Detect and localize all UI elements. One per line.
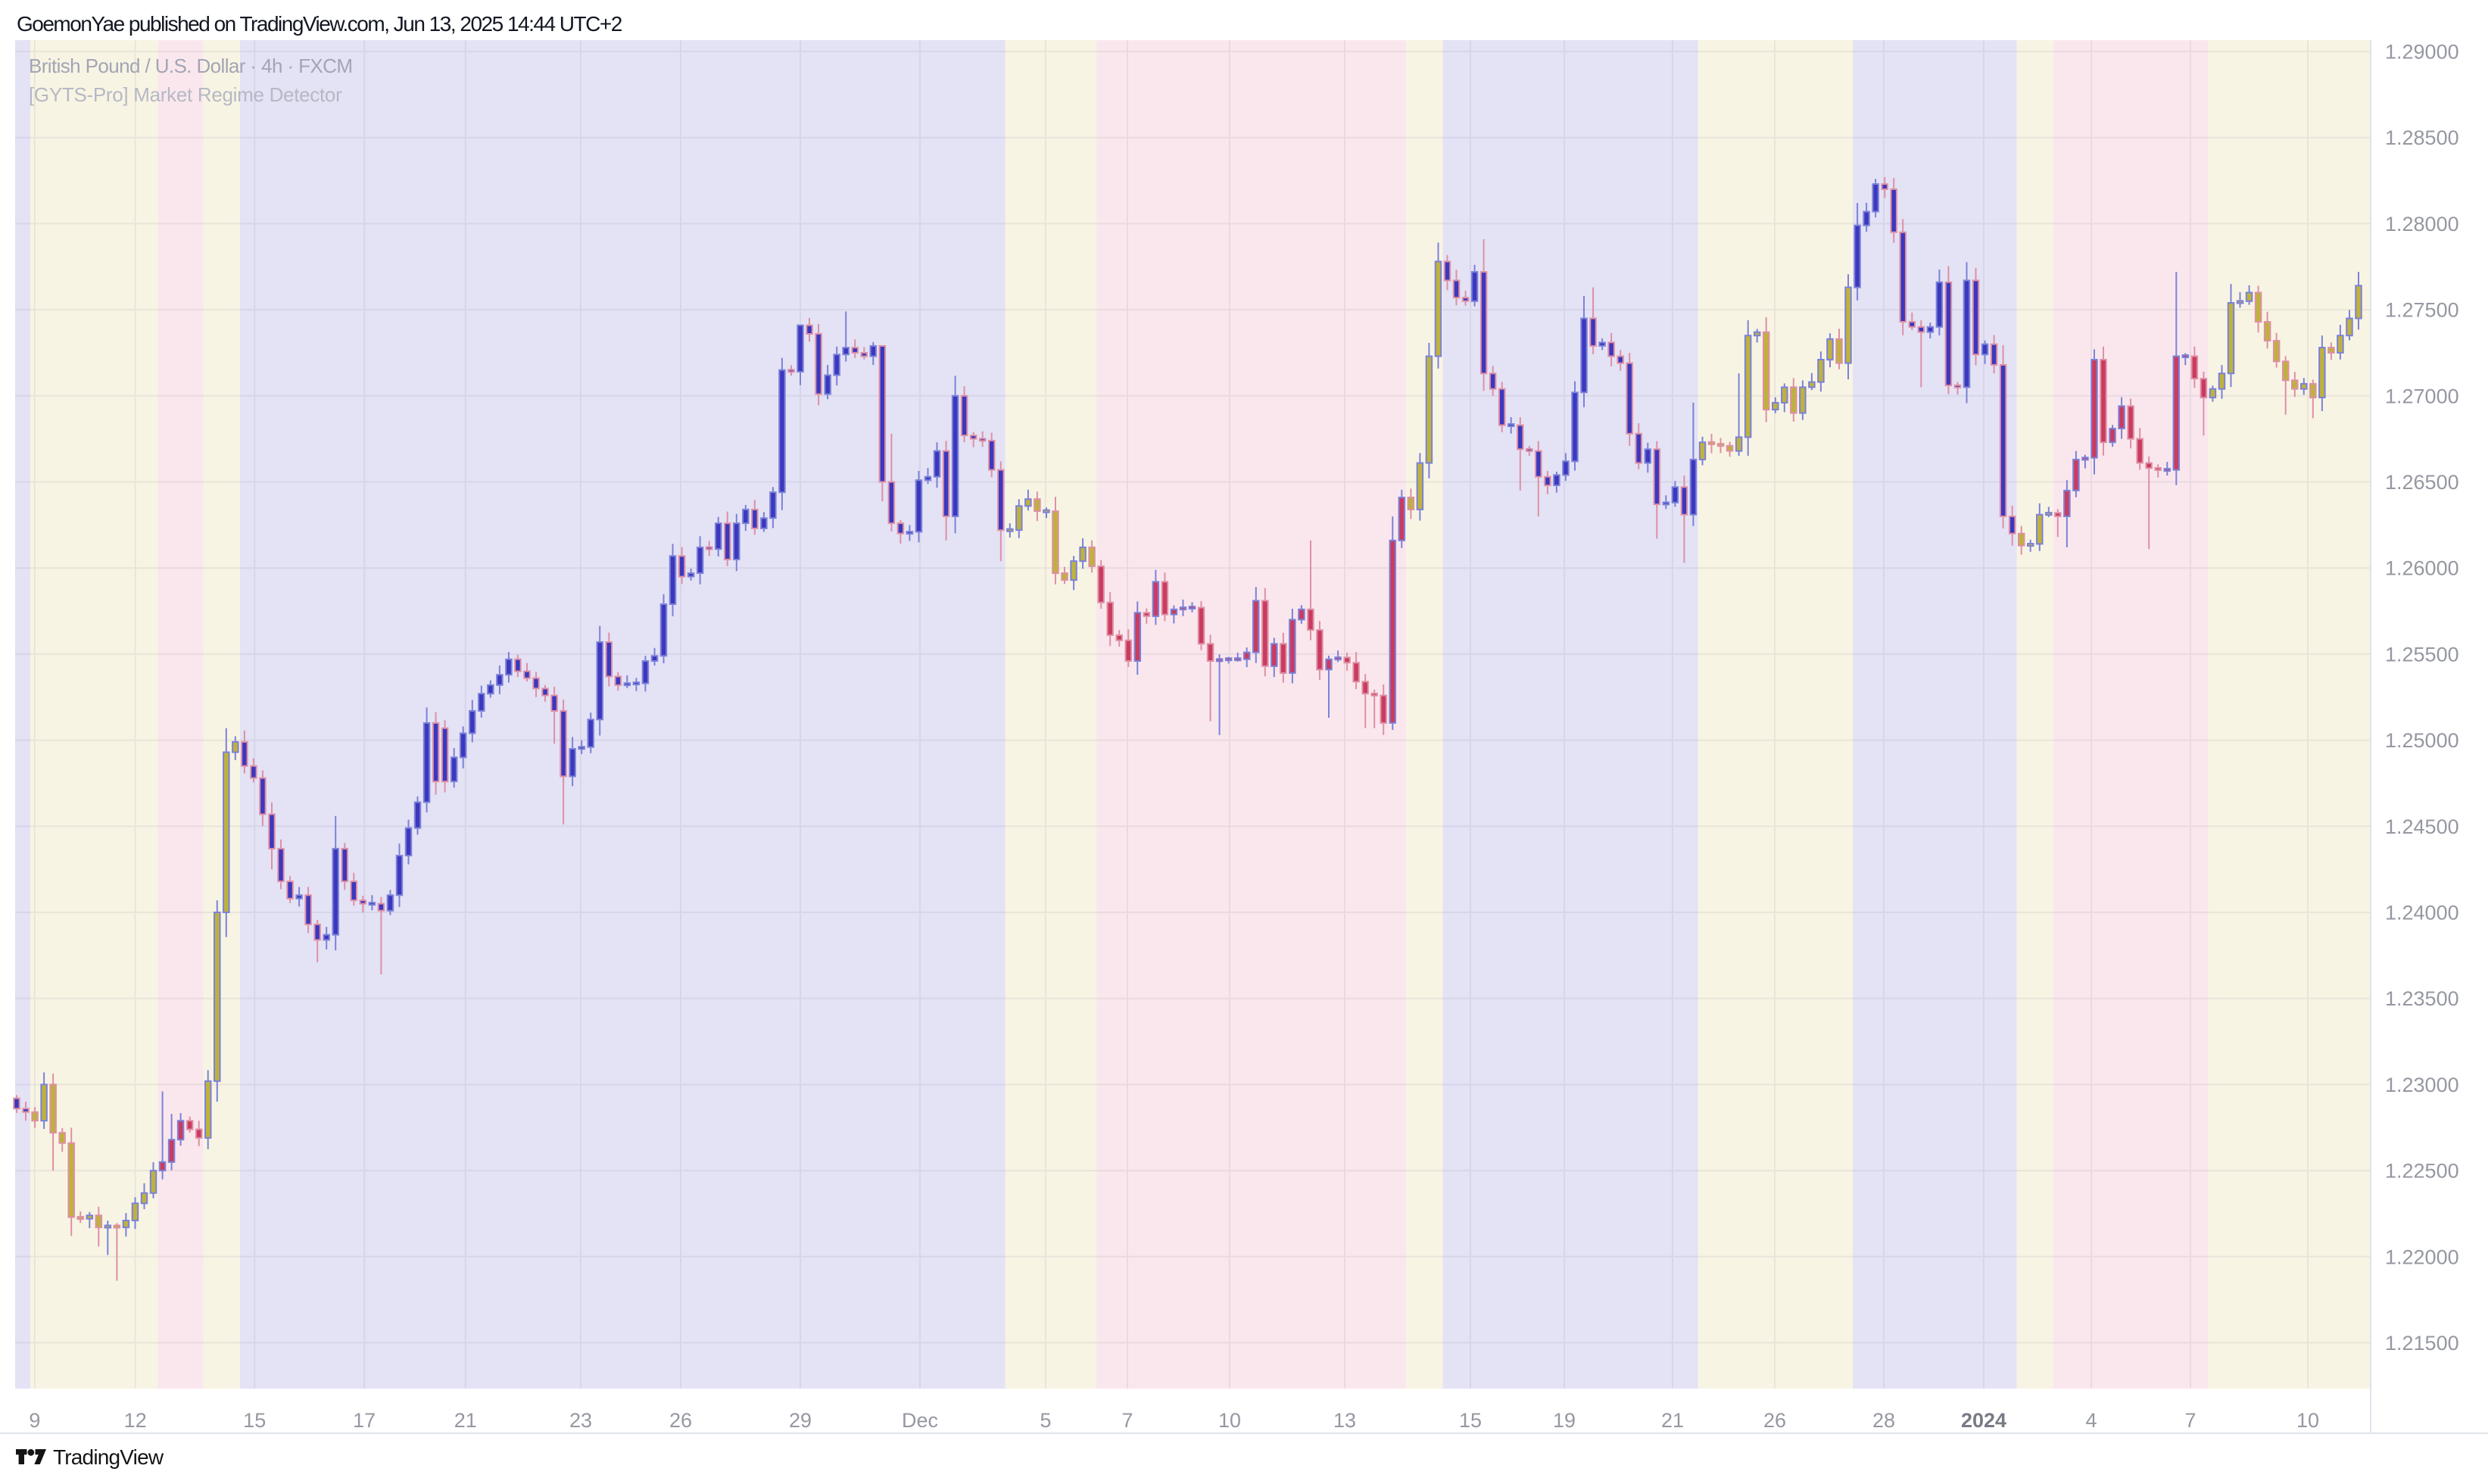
- svg-text:1.25500: 1.25500: [2385, 643, 2459, 666]
- svg-text:1.27000: 1.27000: [2385, 385, 2459, 407]
- svg-text:TradingView: TradingView: [53, 1445, 164, 1469]
- svg-text:15: 15: [1459, 1409, 1482, 1432]
- svg-text:21: 21: [1661, 1409, 1684, 1432]
- svg-text:1.26500: 1.26500: [2385, 471, 2459, 494]
- svg-text:1.21500: 1.21500: [2385, 1332, 2459, 1355]
- svg-text:9: 9: [29, 1409, 40, 1432]
- svg-text:4: 4: [2085, 1409, 2097, 1432]
- svg-text:1.28000: 1.28000: [2385, 213, 2459, 235]
- svg-text:26: 26: [669, 1409, 692, 1432]
- svg-text:1.22000: 1.22000: [2385, 1246, 2459, 1268]
- svg-text:10: 10: [1218, 1409, 1241, 1432]
- svg-text:1.24000: 1.24000: [2385, 902, 2459, 924]
- svg-text:12: 12: [124, 1409, 147, 1432]
- svg-text:1.25000: 1.25000: [2385, 729, 2459, 752]
- svg-text:5: 5: [1040, 1409, 1051, 1432]
- svg-text:1.24500: 1.24500: [2385, 815, 2459, 838]
- svg-text:[GYTS-Pro] Market Regime Detec: [GYTS-Pro] Market Regime Detector: [29, 83, 342, 106]
- svg-text:19: 19: [1553, 1409, 1576, 1432]
- svg-text:7: 7: [1121, 1409, 1133, 1432]
- svg-text:29: 29: [789, 1409, 812, 1432]
- svg-text:15: 15: [243, 1409, 266, 1432]
- svg-text:Dec: Dec: [902, 1409, 938, 1432]
- svg-text:1.23500: 1.23500: [2385, 987, 2459, 1010]
- svg-text:1.26000: 1.26000: [2385, 557, 2459, 580]
- svg-text:1.27500: 1.27500: [2385, 299, 2459, 322]
- svg-text:28: 28: [1872, 1409, 1895, 1432]
- svg-text:2024: 2024: [1961, 1409, 2006, 1432]
- svg-text:17: 17: [353, 1409, 376, 1432]
- svg-text:British Pound / U.S. Dollar ·: British Pound / U.S. Dollar · 4h · FXCM: [29, 55, 352, 77]
- svg-text:23: 23: [569, 1409, 592, 1432]
- svg-text:1.28500: 1.28500: [2385, 126, 2459, 149]
- svg-text:26: 26: [1763, 1409, 1786, 1432]
- svg-text:1.29000: 1.29000: [2385, 41, 2459, 64]
- svg-text:7: 7: [2184, 1409, 2196, 1432]
- svg-text:10: 10: [2296, 1409, 2319, 1432]
- svg-text:GoemonYae published on Trading: GoemonYae published on TradingView.com, …: [17, 12, 622, 36]
- svg-text:1.23000: 1.23000: [2385, 1074, 2459, 1096]
- svg-text:21: 21: [454, 1409, 477, 1432]
- svg-text:13: 13: [1333, 1409, 1356, 1432]
- svg-text:1.22500: 1.22500: [2385, 1160, 2459, 1183]
